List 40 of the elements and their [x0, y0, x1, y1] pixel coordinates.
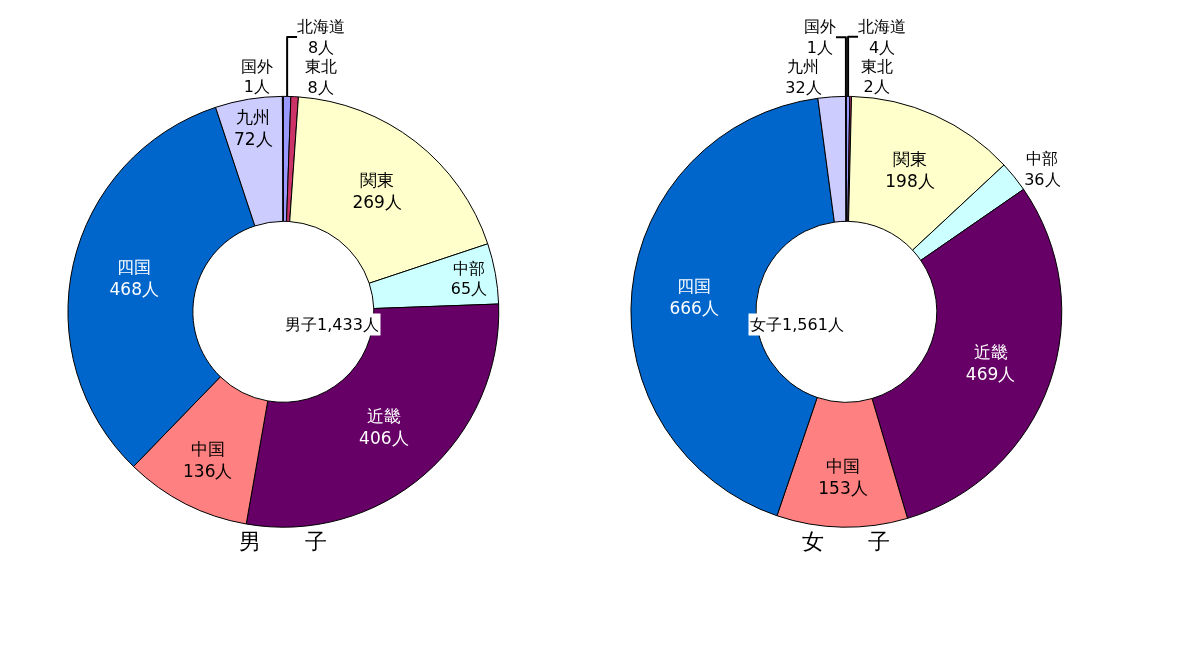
data-label: 2人: [863, 77, 890, 97]
data-label: 666人: [669, 297, 719, 318]
slice-label: 国外: [240, 56, 273, 76]
data-label: 269人: [352, 192, 402, 213]
data-label: 469人: [965, 363, 1016, 384]
slice-label: 中国: [190, 439, 225, 460]
slice-label: 東北: [860, 56, 893, 76]
data-label: 4人: [868, 37, 896, 57]
data-label: 1人: [243, 77, 271, 97]
text: 女 子: [802, 529, 891, 555]
slice-label: 近畿: [973, 341, 1008, 362]
slice-label: 中国: [826, 456, 861, 477]
data-label: 406人: [359, 428, 409, 449]
data-label: 32人: [785, 77, 822, 97]
slice-label: 東北: [304, 56, 337, 76]
data-label: 72人: [233, 129, 273, 150]
slice-label: 北海道: [858, 16, 907, 36]
slice-label: 中部: [1026, 149, 1059, 169]
data-label: 8人: [307, 77, 334, 97]
data-label: 1人: [806, 38, 834, 58]
slice-label: 四国: [677, 275, 712, 296]
data-label: 8人: [307, 37, 335, 57]
slice-label: 北海道: [297, 17, 346, 37]
text: 女子1,561人: [750, 315, 844, 334]
data-label: 468人: [109, 278, 159, 299]
data-label: 153人: [818, 478, 868, 499]
data-label: 136人: [183, 461, 233, 482]
slice-label: 九州: [787, 57, 820, 77]
slice-label: 関東: [360, 169, 395, 190]
text: 男子1,433人: [285, 315, 379, 334]
data-label: 198人: [885, 171, 935, 192]
slice-label: 国外: [803, 17, 836, 37]
data-label: 65人: [450, 279, 488, 299]
slice-label: 中部: [452, 258, 485, 278]
slice-label: 九州: [236, 107, 271, 128]
text: 男 子: [239, 529, 328, 555]
slice-label: 四国: [117, 256, 152, 277]
slice-label: 近畿: [366, 406, 401, 427]
data-label: 36人: [1024, 169, 1061, 189]
slice-label: 関東: [893, 149, 928, 170]
